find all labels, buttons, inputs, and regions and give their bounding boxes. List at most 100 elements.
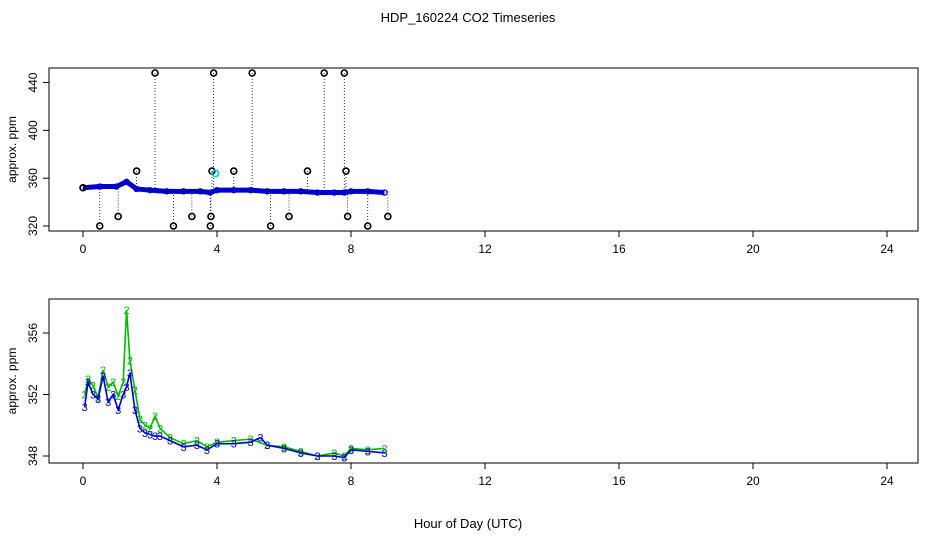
top-baseline-point: [96, 183, 103, 190]
bottom-series-point-label-3: 3: [281, 443, 287, 455]
top-baseline-point: [163, 188, 170, 195]
bottom-y-tick-label-352: 352: [26, 384, 40, 404]
top-baseline-point: [146, 186, 154, 194]
bottom-series-point-label-3: 3: [157, 431, 163, 443]
bottom-series-point-label-3: 3: [142, 428, 148, 440]
top-baseline-point: [113, 183, 120, 190]
top-y-tick-label-400: 400: [26, 120, 40, 140]
top-outlier-point: [303, 167, 312, 175]
top-outlier-point: [114, 212, 122, 221]
bottom-series-line-3: [83, 372, 385, 459]
top-x-tick-label-24: 24: [880, 242, 894, 256]
bottom-series-point-label-3: 3: [348, 445, 354, 457]
bottom-series-point-label-2: 2: [167, 433, 173, 445]
bottom-series-point-label-2: 2: [204, 442, 210, 454]
top-outlier-point: [384, 212, 392, 221]
top-baseline-point: [364, 188, 371, 195]
top-drop-lines: [82, 73, 389, 226]
top-baseline-point: [341, 189, 348, 196]
bottom-series-point-label-3: 3: [341, 453, 347, 465]
bottom-series-point-label-3: 3: [365, 446, 371, 458]
bottom-series-point-label-3: 3: [90, 390, 96, 402]
top-outlier-point: [207, 212, 215, 221]
top-baseline-point: [230, 186, 237, 194]
top-baseline-point: [213, 186, 221, 194]
bottom-series-point-label-2: 2: [132, 385, 138, 397]
bottom-series-point-label-3: 3: [100, 371, 106, 383]
bottom-series-point-label-2: 2: [82, 390, 88, 402]
top-baseline-point: [197, 188, 204, 195]
bottom-series-point-label-3: 3: [115, 405, 121, 417]
top-outlier-point: [343, 212, 352, 221]
top-y-tick-label-320: 320: [26, 216, 40, 236]
bottom-series-point-label-3: 3: [314, 451, 320, 463]
bottom-series-point-label-3: 3: [331, 451, 337, 463]
bottom-series-point-label-2: 2: [90, 380, 96, 392]
top-outlier-point: [132, 167, 141, 175]
top-outlier-series: [79, 69, 392, 230]
bottom-series-point-label-3: 3: [95, 394, 101, 406]
top-outlier-point: [95, 222, 104, 230]
bottom-series-point-label-2: 2: [110, 377, 116, 389]
bottom-y-tick-label-356: 356: [26, 323, 40, 343]
bottom-series-point-label-2: 2: [180, 439, 186, 451]
bottom-series-point-label-3: 3: [82, 402, 88, 414]
bottom-x-tick-label-4: 4: [214, 474, 221, 488]
top-baseline-point: [297, 188, 304, 195]
bottom-series-point-label-2: 2: [123, 305, 129, 317]
bottom-series-point-label-3: 3: [123, 382, 129, 394]
top-outlier-point: [266, 222, 275, 230]
bottom-series-point-label-2: 2: [152, 411, 158, 423]
bottom-series-point-label-3: 3: [132, 405, 138, 417]
top-baseline-point: [280, 188, 288, 195]
top-outlier-point: [363, 222, 372, 230]
top-outlier-point: [209, 69, 218, 77]
top-baseline-point: [207, 189, 214, 196]
bottom-series-point-label-3: 3: [298, 448, 304, 460]
bottom-series-point-label-2: 2: [127, 356, 133, 368]
bottom-series-point-label-3: 3: [194, 440, 200, 452]
bottom-series-point-label-3: 3: [204, 445, 210, 457]
bottom-x-tick-label-24: 24: [880, 474, 894, 488]
bottom-series-point-label-2: 2: [264, 440, 270, 452]
bottom-series-point-label-2: 2: [120, 377, 126, 389]
bottom-series-point-label-2: 2: [231, 436, 237, 448]
bottom-series-point-label-3: 3: [127, 368, 133, 380]
top-x-tick-label-12: 12: [478, 242, 492, 256]
bottom-x-tick-label-8: 8: [348, 474, 355, 488]
bottom-series-point-label-2: 2: [142, 420, 148, 432]
top-x-tick-label-4: 4: [214, 242, 221, 256]
bottom-series-point-label-3: 3: [257, 433, 263, 445]
bottom-series-point-label-2: 2: [100, 365, 106, 377]
top-baseline-point: [347, 188, 355, 195]
bottom-series-point-label-2: 2: [105, 382, 111, 394]
bottom-series-point-label-2: 2: [115, 391, 121, 403]
bottom-series-point-label-2: 2: [314, 451, 320, 463]
bottom-x-tick-label-12: 12: [478, 474, 492, 488]
top-outlier-point: [248, 69, 256, 77]
top-plot-frame: [48, 67, 919, 232]
top-baseline-point: [314, 189, 321, 196]
bottom-series-point-label-3: 3: [167, 436, 173, 448]
bottom-series-point-label-3: 3: [264, 440, 270, 452]
top-x-tick-label-20: 20: [746, 242, 760, 256]
bottom-series-point-label-3: 3: [247, 437, 253, 449]
top-x-tick-label-16: 16: [612, 242, 626, 256]
bottom-series-point-label-2: 2: [147, 423, 153, 435]
top-baseline-point: [247, 186, 254, 194]
top-outlier-point: [285, 212, 293, 221]
x-axis-label: Hour of Day (UTC): [414, 516, 522, 531]
bottom-plot-frame: [48, 298, 919, 464]
bottom-series-point-label-3: 3: [120, 390, 126, 402]
top-outlier-point: [229, 167, 238, 175]
top-outlier-point: [79, 183, 87, 192]
top-y-tick-label-360: 360: [26, 168, 40, 188]
top-y-tick-label-440: 440: [26, 72, 40, 92]
bottom-series-point-label-2: 2: [247, 434, 253, 446]
top-x-tick-label-0: 0: [80, 242, 87, 256]
top-outlier-point: [188, 212, 196, 221]
bottom-series-line-2: [83, 309, 385, 457]
